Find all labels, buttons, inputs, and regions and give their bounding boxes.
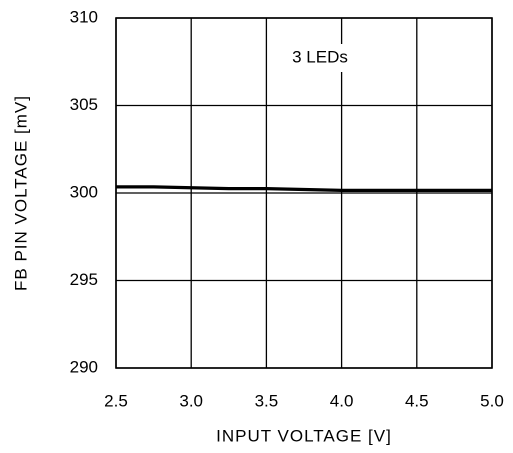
x-tick-label: 4.0	[330, 391, 354, 410]
x-tick-label: 3.0	[179, 391, 203, 410]
annotation: 3 LEDs	[292, 47, 348, 66]
y-tick-label: 300	[70, 182, 98, 201]
x-tick-label: 2.5	[104, 391, 128, 410]
y-tick-label: 310	[70, 7, 98, 26]
y-tick-label: 295	[70, 270, 98, 289]
y-tick-label: 305	[70, 95, 98, 114]
x-tick-label: 4.5	[405, 391, 429, 410]
x-axis-title: INPUT VOLTAGE [V]	[216, 426, 392, 445]
data-line	[116, 185, 492, 192]
annotation-background	[272, 44, 368, 72]
y-axis-title: FB PIN VOLTAGE [mV]	[11, 95, 30, 291]
y-tick-label: 290	[70, 357, 98, 376]
x-tick-label: 5.0	[480, 391, 504, 410]
x-tick-label: 3.5	[255, 391, 279, 410]
plot-border	[115, 17, 493, 369]
